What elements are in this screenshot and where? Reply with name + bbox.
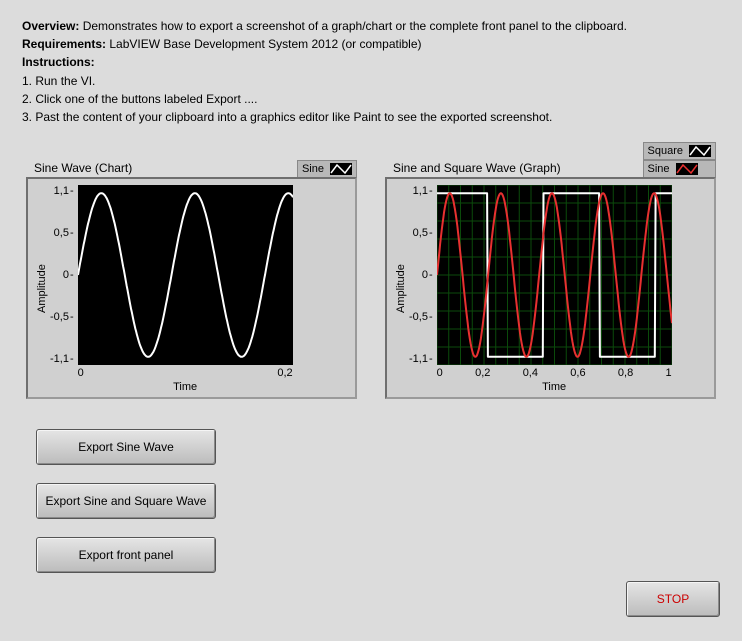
tick-label: 0,5 [54,227,74,239]
sine-chart-xlabel: Time [78,381,293,393]
legend-swatch-icon [330,163,352,175]
tick-label: -0,5 [409,311,433,323]
stop-button[interactable]: STOP [626,581,720,617]
instruction-step-2: 2. Click one of the buttons labeled Expo… [22,91,720,107]
export-sine-square-button[interactable]: Export Sine and Square Wave [36,483,216,519]
requirements-line: Requirements: LabVIEW Base Development S… [22,36,720,52]
overview-label: Overview: [22,19,79,33]
graph-xticks: 0 0,2 0,4 0,6 0,8 1 [437,365,672,379]
instruction-step-3: 3. Past the content of your clipboard in… [22,109,720,125]
tick-label: 0 [422,269,433,281]
graph-yticks: 1,1 0,5 0 -0,5 -1,1 [409,185,437,365]
tick-label: 1,1 [413,185,433,197]
sine-chart-yticks: 1,1 0,5 0 -0,5 -1,1 [50,185,78,365]
instructions-label-line: Instructions: [22,54,720,70]
legend-label: Square [648,145,683,157]
tick-label: 0,5 [413,227,433,239]
tick-label: -0,5 [50,311,74,323]
tick-label: -1,1 [409,353,433,365]
tick-label: 0,8 [618,367,633,379]
tick-label: 0 [78,367,84,379]
front-panel: Overview: Demonstrates how to export a s… [0,0,742,641]
tick-label: 0,2 [277,367,292,379]
legend-swatch-icon [676,163,698,175]
export-sine-button[interactable]: Export Sine Wave [36,429,216,465]
sine-chart-frame[interactable]: Amplitude 1,10,50-0,5-1,1 00,2 Time [26,177,357,399]
tick-label: 0,2 [475,367,490,379]
export-front-panel-button[interactable]: Export front panel [36,537,216,573]
tick-label: 0 [437,367,443,379]
instruction-step-1: 1. Run the VI. [22,73,720,89]
charts-row: Sine Sine Wave (Chart) Amplitude 1,10,50… [22,161,720,399]
graph-ylabel: Amplitude [393,185,409,393]
legend-swatch-icon [689,145,711,157]
requirements-text: LabVIEW Base Development System 2012 (or… [106,37,421,51]
legend-item: Sine [643,160,716,178]
graph-xlabel: Time [437,381,672,393]
sine-chart-xticks: 00,2 [78,365,293,379]
graph-frame[interactable]: Amplitude 1,1 0,5 0 -0,5 -1,1 0 0,2 0,4 0,6 0,8 1… [385,177,716,399]
instructions-label: Instructions: [22,55,95,69]
legend-label: Sine [302,163,324,175]
tick-label: 1,1 [54,185,74,197]
requirements-label: Requirements: [22,37,106,51]
overview-text: Demonstrates how to export a screenshot … [79,19,627,33]
sine-chart-legend: Sine [297,160,357,178]
tick-label: -1,1 [50,353,74,365]
tick-label: 1 [666,367,672,379]
graph-container: SquareSine Sine and Square Wave (Graph) … [385,161,716,399]
legend-label: Sine [648,163,670,175]
graph-plot [437,185,672,365]
buttons-column: Export Sine Wave Export Sine and Square … [22,429,720,573]
sine-chart-ylabel: Amplitude [34,185,50,393]
tick-label: 0,4 [523,367,538,379]
graph-legend: Square Sine [643,142,716,178]
overview-line: Overview: Demonstrates how to export a s… [22,18,720,34]
sine-chart-container: Sine Sine Wave (Chart) Amplitude 1,10,50… [26,161,357,399]
legend-item: Sine [297,160,357,178]
legend-item: Square [643,142,716,160]
sine-chart-plot [78,185,293,365]
tick-label: 0,6 [570,367,585,379]
tick-label: 0 [63,269,74,281]
